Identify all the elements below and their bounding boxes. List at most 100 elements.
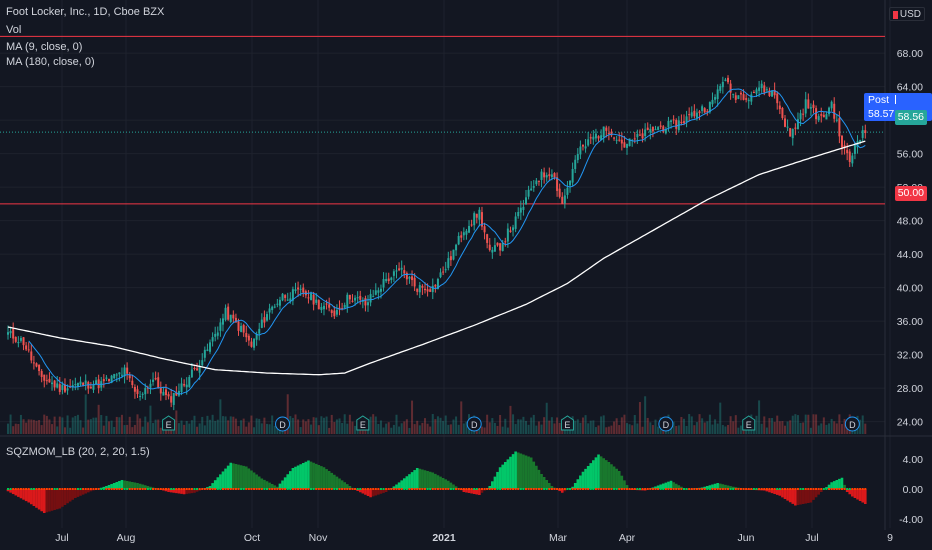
- volume-bar: [739, 425, 742, 434]
- squeeze-dot: [12, 488, 15, 490]
- squeeze-dot: [838, 488, 841, 490]
- momentum-bar: [491, 481, 494, 489]
- momentum-bar: [348, 486, 352, 489]
- candle-body: [61, 384, 64, 390]
- squeeze-dot: [685, 488, 688, 490]
- squeeze-dot: [475, 488, 478, 490]
- volume-bar: [641, 426, 644, 434]
- squeeze-dot: [807, 488, 810, 490]
- candle-body: [338, 307, 341, 310]
- momentum-bar: [493, 476, 497, 489]
- candle-body: [418, 285, 421, 293]
- momentum-bar: [579, 475, 582, 489]
- volume-bar: [429, 426, 432, 434]
- squeeze-dot: [682, 488, 685, 490]
- squeeze-dot: [338, 488, 341, 490]
- squeeze-dot: [102, 488, 105, 490]
- volume-bar: [623, 414, 626, 434]
- squeeze-dot: [310, 488, 313, 490]
- candle-body: [628, 138, 631, 147]
- candle-body: [589, 137, 592, 139]
- momentum-bar: [832, 481, 836, 489]
- momentum-bar: [814, 489, 818, 498]
- squeeze-dot: [322, 488, 325, 490]
- squeeze-dot: [812, 488, 815, 490]
- volume-bar: [584, 415, 587, 434]
- squeeze-dot: [747, 488, 750, 490]
- candle-body: [206, 349, 209, 351]
- squeeze-dot: [579, 488, 582, 490]
- volume-bar: [670, 427, 673, 434]
- candle-body: [102, 379, 105, 382]
- momentum-bar: [465, 489, 468, 493]
- momentum-bar: [247, 468, 251, 489]
- momentum-bar: [164, 489, 168, 492]
- squeeze-dot: [550, 488, 553, 490]
- volume-bar: [232, 416, 235, 434]
- momentum-bar: [252, 472, 256, 489]
- momentum-bar: [188, 489, 191, 494]
- candle-body: [113, 374, 116, 379]
- momentum-bar: [314, 463, 318, 489]
- candle-body: [32, 362, 35, 364]
- candle-body: [421, 285, 424, 288]
- time-tick-label: Apr: [619, 532, 636, 544]
- squeeze-dot: [133, 488, 136, 490]
- candle-body: [525, 197, 527, 205]
- momentum-bar: [563, 489, 567, 492]
- candle-body: [504, 241, 507, 243]
- squeeze-dot: [35, 488, 38, 490]
- last-price-tag: 58.56: [894, 110, 927, 125]
- squeeze-dot: [840, 488, 843, 490]
- candle-body: [219, 322, 222, 331]
- volume-bar: [123, 425, 126, 434]
- candle-body: [245, 333, 248, 338]
- currency-badge[interactable]: USD: [889, 7, 925, 21]
- volume-bar: [201, 416, 204, 434]
- squeeze-dot: [224, 488, 227, 490]
- candle-body: [258, 328, 261, 334]
- momentum-bar: [273, 485, 277, 489]
- volume-bar: [338, 418, 341, 434]
- candle-body: [214, 333, 217, 337]
- candle-body: [802, 113, 805, 115]
- squeeze-dot: [745, 488, 748, 490]
- squeeze-dot: [219, 488, 222, 490]
- time-axis[interactable]: Jul Aug Oct Nov 2021 Mar Apr Jun Jul 9: [55, 532, 893, 544]
- volume-bar: [379, 420, 382, 434]
- squeeze-dot: [281, 488, 284, 490]
- candle-body: [172, 392, 175, 405]
- squeeze-dot: [108, 488, 111, 490]
- candle-body: [600, 135, 603, 140]
- squeeze-dot: [17, 488, 20, 490]
- candle-body: [56, 383, 59, 388]
- squeeze-dot: [188, 488, 191, 490]
- momentum-bar: [467, 489, 471, 493]
- squeeze-dot: [185, 488, 188, 490]
- candle-body: [177, 390, 180, 396]
- volume-bar: [315, 417, 318, 434]
- candle-body: [289, 298, 292, 302]
- squeeze-dot: [335, 488, 338, 490]
- candle-body: [796, 119, 799, 130]
- momentum-bar: [402, 478, 406, 489]
- candle-body: [561, 196, 564, 204]
- squeeze-dot: [263, 488, 266, 490]
- squeeze-dot: [701, 488, 704, 490]
- momentum-bar: [573, 483, 577, 489]
- candle-body: [395, 270, 398, 272]
- volume-bar: [587, 423, 590, 434]
- candle-body: [123, 367, 126, 377]
- momentum-bar: [107, 485, 111, 489]
- momentum-bar: [361, 489, 365, 494]
- squeeze-dot: [276, 488, 279, 490]
- candle-body: [835, 119, 838, 121]
- volume-bar: [626, 423, 629, 434]
- squeeze-dot: [405, 488, 408, 490]
- volume-bar: [382, 427, 385, 434]
- candle-body: [455, 244, 458, 251]
- squeeze-dot: [87, 488, 90, 490]
- volume-bar: [294, 414, 297, 434]
